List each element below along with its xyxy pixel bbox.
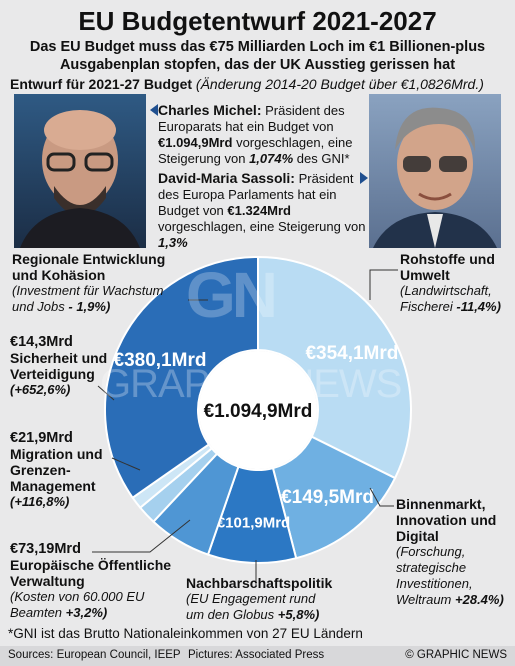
leader-binnenmarkt	[369, 487, 394, 507]
portrait-charles-michel	[14, 94, 146, 248]
bio-charles-michel: Charles Michel: Präsident des Europarats…	[158, 102, 353, 166]
page-subtitle: Das EU Budget muss das €75 Milliarden Lo…	[29, 39, 486, 73]
draft-line: Entwurf für 2021-27 Budget (Änderung 201…	[10, 76, 505, 92]
label-verwaltung: €73,19Mrd Europäische Öffentliche Verwal…	[10, 541, 172, 620]
footer-pictures: Pictures: Associated Press	[188, 649, 325, 661]
slice-value-label-6: €380,1Mrd	[114, 350, 207, 371]
pointer-right-icon	[360, 172, 368, 184]
leader-sicherheit	[97, 385, 115, 401]
footer-sources: Sources: European Council, IEEP	[8, 649, 181, 661]
leader-migration	[111, 457, 141, 471]
watermark-logo: GN	[186, 259, 278, 331]
leader-verwaltung	[92, 519, 191, 553]
donut-center	[199, 351, 317, 469]
label-nachbarschaft: Nachbarschaftspolitik (EU Engagement run…	[186, 575, 333, 622]
label-sicherheit: €14,3Mrd Sicherheit und Verteidigung (+6…	[10, 334, 108, 397]
draft-label: Entwurf für 2021-27 Budget	[10, 76, 193, 92]
pointer-left-icon	[150, 104, 158, 116]
bio-david-sassoli: David-Maria Sassoli: Präsident des Europ…	[158, 170, 366, 250]
label-regionale-entwicklung: Regionale Entwicklung und Kohäsion (Inve…	[12, 251, 166, 314]
slice-value-label-0: €354,1Mrd	[305, 343, 398, 364]
footnote: *GNI ist das Brutto Nationaleinkommen vo…	[8, 626, 363, 641]
donut-slice-1	[271, 435, 397, 560]
label-binnenmarkt: Binnenmarkt, Innovation und Digital (For…	[396, 496, 504, 607]
slice-value-label-1: €149,5Mrd	[281, 487, 374, 508]
donut-slice-6	[104, 255, 259, 500]
footer: Sources: European Council, IEEP Pictures…	[0, 646, 515, 666]
donut-total-label: €1.094,9Mrd	[204, 401, 313, 422]
watermark-text: GRAPHIC NEWS	[100, 362, 402, 406]
page-title: EU Budgetentwurf 2021-2027	[78, 6, 437, 36]
slice-value-label-2: €101,9Mrd	[217, 514, 290, 531]
draft-note: (Änderung 2014-20 Budget über €1,0826Mrd…	[195, 76, 484, 92]
leader-rohstoffe	[369, 269, 398, 300]
portrait-david-sassoli	[369, 94, 501, 248]
label-migration: €21,9Mrd Migration und Grenzen-Managemen…	[10, 430, 103, 509]
label-rohstoffe: Rohstoffe und Umwelt (Landwirtschaft, Fi…	[400, 251, 501, 314]
donut-slice-0	[257, 255, 412, 480]
footer-credit: © GRAPHIC NEWS	[405, 649, 507, 661]
